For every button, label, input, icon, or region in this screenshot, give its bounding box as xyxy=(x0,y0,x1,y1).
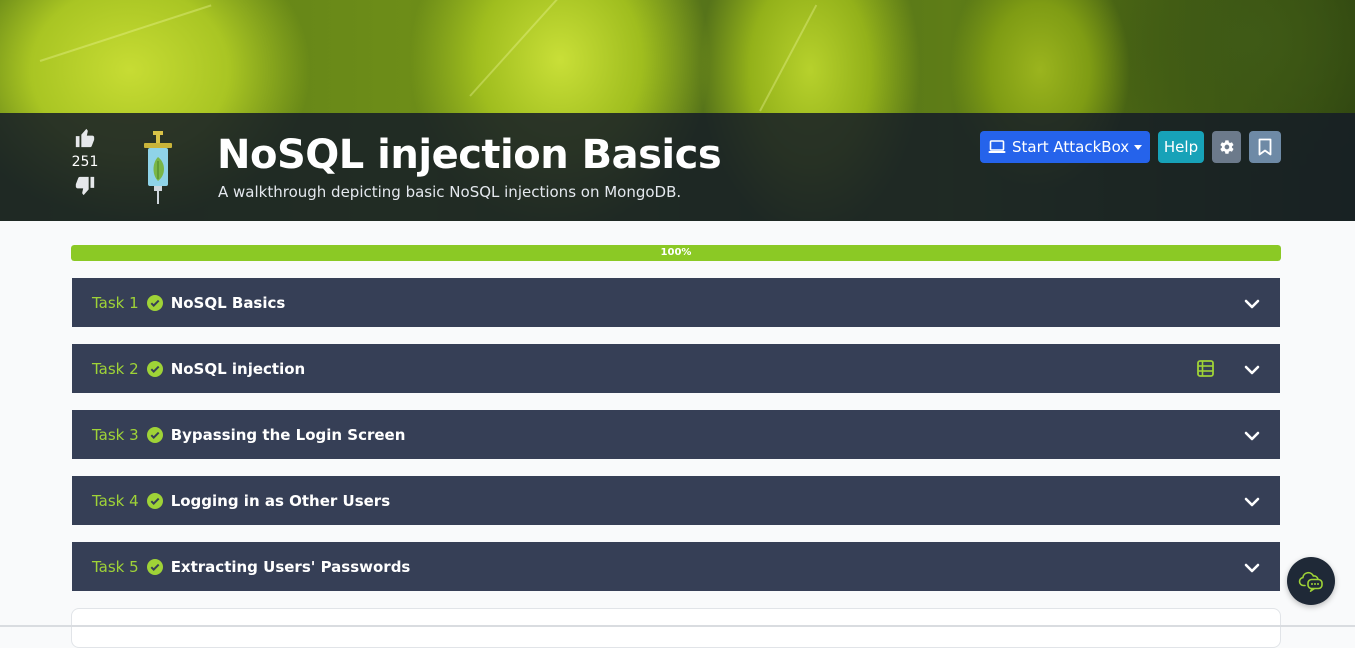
task-title: NoSQL injection xyxy=(171,360,306,378)
task-row[interactable]: Task 4 Logging in as Other Users xyxy=(72,476,1280,525)
check-circle-icon xyxy=(147,361,163,377)
room-progress-bar: 100% xyxy=(71,245,1281,261)
task-row[interactable]: Task 2 NoSQL injection xyxy=(72,344,1280,393)
chevron-down-icon[interactable] xyxy=(1244,295,1260,314)
check-circle-icon xyxy=(147,559,163,575)
task-number: Task 4 xyxy=(92,492,139,510)
task-title: NoSQL Basics xyxy=(171,294,286,312)
page-subtitle: A walkthrough depicting basic NoSQL inje… xyxy=(218,182,681,202)
task-row[interactable]: Task 1 NoSQL Basics xyxy=(72,278,1280,327)
chevron-down-icon[interactable] xyxy=(1244,427,1260,446)
settings-button[interactable] xyxy=(1212,131,1241,163)
laptop-icon xyxy=(988,140,1006,154)
task-row[interactable]: Task 5 Extracting Users' Passwords xyxy=(72,542,1280,591)
vote-panel: 251 xyxy=(64,127,106,197)
progress-label: 100% xyxy=(71,245,1281,261)
vote-count: 251 xyxy=(64,153,106,171)
task-title: Logging in as Other Users xyxy=(171,492,390,510)
chat-cloud-icon xyxy=(1298,570,1324,592)
syringe-icon xyxy=(140,131,176,209)
task-row[interactable]: Task 3 Bypassing the Login Screen xyxy=(72,410,1280,459)
chevron-down-icon[interactable] xyxy=(1134,145,1142,150)
chat-button[interactable] xyxy=(1287,557,1335,605)
task-number: Task 1 xyxy=(92,294,139,312)
chevron-down-icon[interactable] xyxy=(1244,361,1260,380)
start-attackbox-button[interactable]: Start AttackBox xyxy=(980,131,1150,163)
thumbs-up-icon[interactable] xyxy=(74,127,96,149)
task-title: Extracting Users' Passwords xyxy=(171,558,411,576)
check-circle-icon xyxy=(147,493,163,509)
sheet-icon[interactable] xyxy=(1197,360,1214,381)
gear-icon xyxy=(1219,139,1235,155)
task-number: Task 2 xyxy=(92,360,139,378)
check-circle-icon xyxy=(147,427,163,443)
check-circle-icon xyxy=(147,295,163,311)
task-title: Bypassing the Login Screen xyxy=(171,426,406,444)
thumbs-down-icon[interactable] xyxy=(74,175,96,197)
start-attackbox-label: Start AttackBox xyxy=(1012,138,1129,156)
bookmark-button[interactable] xyxy=(1249,131,1281,163)
next-section-card xyxy=(71,608,1281,648)
chevron-down-icon[interactable] xyxy=(1244,493,1260,512)
page-title: NoSQL injection Basics xyxy=(217,129,721,181)
task-number: Task 5 xyxy=(92,558,139,576)
help-button[interactable]: Help xyxy=(1158,131,1204,163)
task-number: Task 3 xyxy=(92,426,139,444)
chevron-down-icon[interactable] xyxy=(1244,559,1260,578)
bookmark-icon xyxy=(1258,138,1272,156)
